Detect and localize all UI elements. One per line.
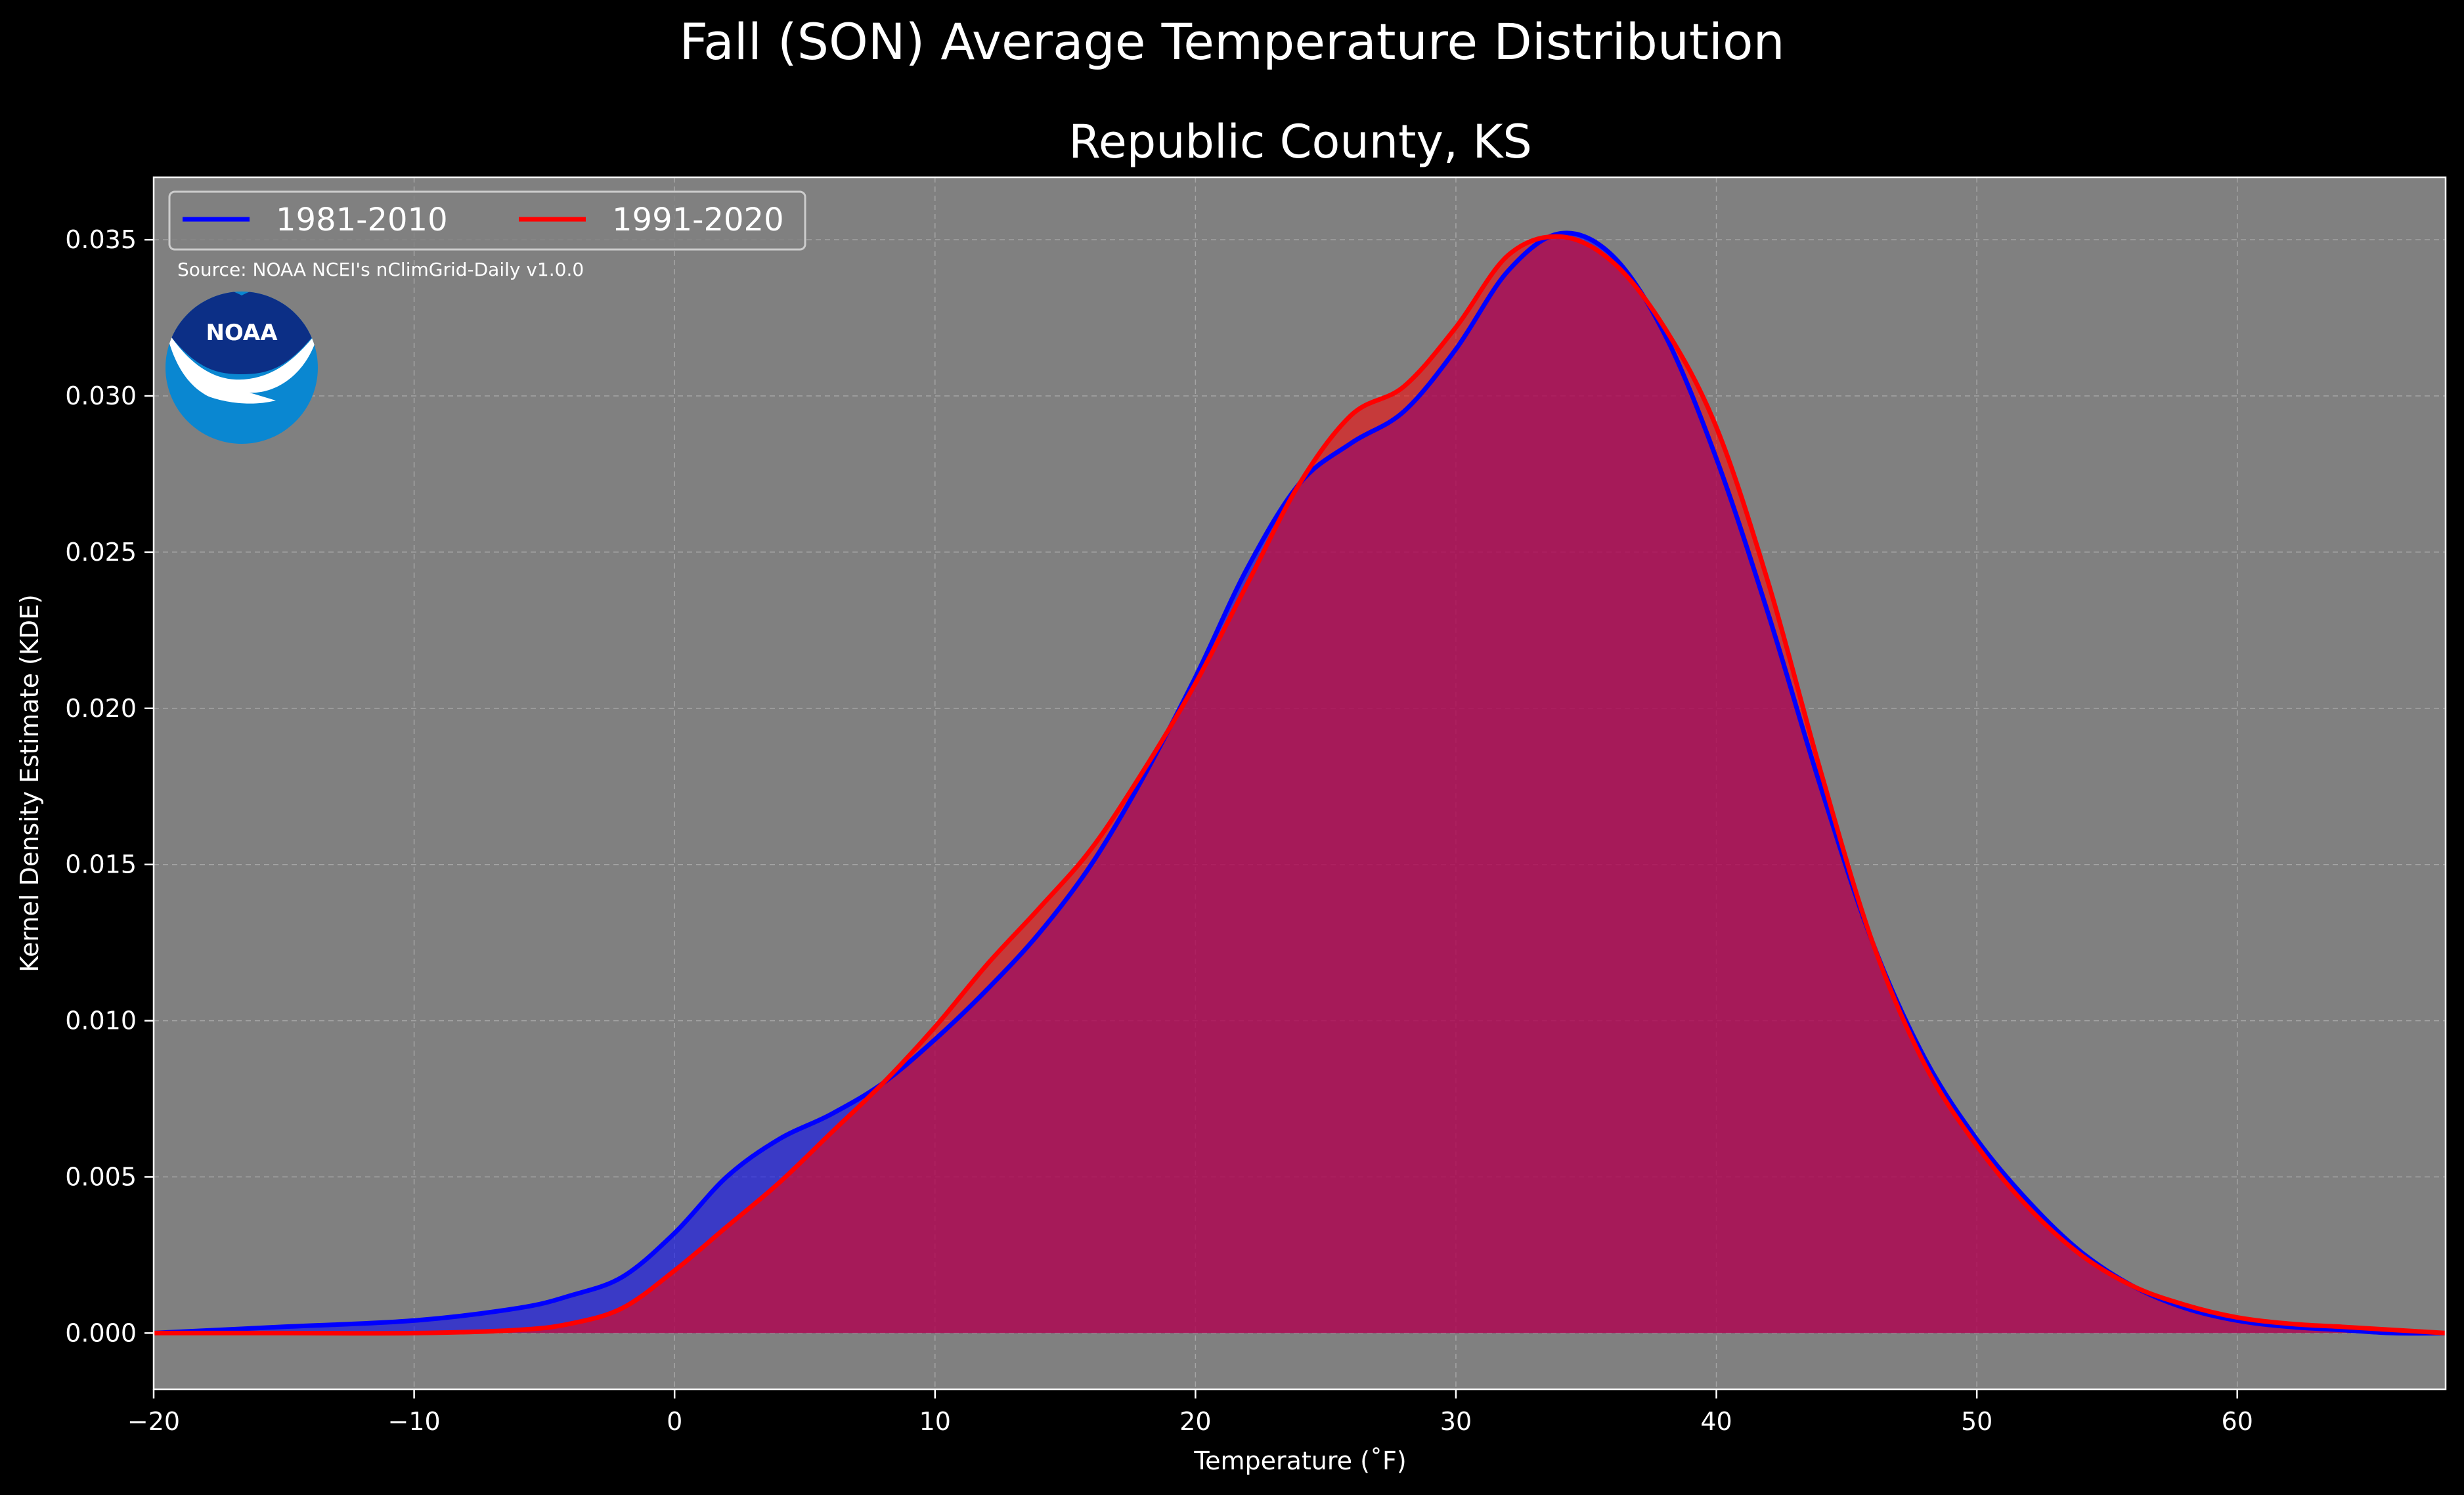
legend-label-1981-2010: 1981-2010 — [276, 202, 448, 238]
x-axis-ticks: −20 −10 0 10 20 30 40 50 60 — [127, 1389, 2253, 1436]
x-tick-label: 10 — [919, 1407, 951, 1436]
y-tick-label: 0.025 — [65, 538, 137, 567]
y-tick-label: 0.000 — [65, 1318, 137, 1347]
legend: 1981-2010 1991-2020 — [168, 190, 806, 251]
y-tick-label: 0.015 — [65, 850, 137, 879]
y-tick-label: 0.030 — [65, 381, 137, 410]
density-lines — [153, 230, 2446, 1336]
density-line-1981-2010 — [153, 230, 2446, 1336]
density-fills — [154, 232, 2446, 1333]
x-tick-label: 40 — [1700, 1407, 1732, 1436]
x-tick-label: 30 — [1440, 1407, 1472, 1436]
y-tick-label: 0.005 — [65, 1162, 137, 1191]
chart-suptitle: Fall (SON) Average Temperature Distribut… — [679, 12, 1784, 71]
y-tick-label: 0.010 — [65, 1007, 137, 1035]
y-tick-label: 0.020 — [65, 694, 137, 723]
y-axis-label: Kernel Density Estimate (KDE) — [15, 594, 44, 972]
noaa-logo: NOAA — [165, 292, 318, 444]
plot-frame — [152, 176, 2447, 1391]
x-tick-label: 60 — [2222, 1407, 2253, 1436]
legend-box — [168, 190, 806, 251]
x-tick-label: −10 — [387, 1407, 440, 1436]
legend-label-1991-2020: 1991-2020 — [612, 202, 784, 238]
x-tick-label: 20 — [1179, 1407, 1211, 1436]
logo-text: NOAA — [206, 320, 278, 346]
x-tick-label: 0 — [667, 1407, 682, 1436]
density-line-1991-2020 — [153, 234, 2446, 1336]
density-fill-1991-2020 — [154, 236, 2446, 1333]
chart-title: Republic County, KS — [1068, 115, 1532, 169]
x-tick-label: 50 — [1961, 1407, 1992, 1436]
source-note: Source: NOAA NCEI's nClimGrid-Daily v1.0… — [177, 259, 584, 280]
y-axis-ticks: 0.000 0.005 0.010 0.015 0.020 0.025 0.030 0.035 — [65, 225, 154, 1347]
y-tick-label: 0.035 — [65, 225, 137, 254]
x-axis-label: Temperature (˚F) — [1193, 1446, 1406, 1475]
x-tick-label: −20 — [127, 1407, 180, 1436]
